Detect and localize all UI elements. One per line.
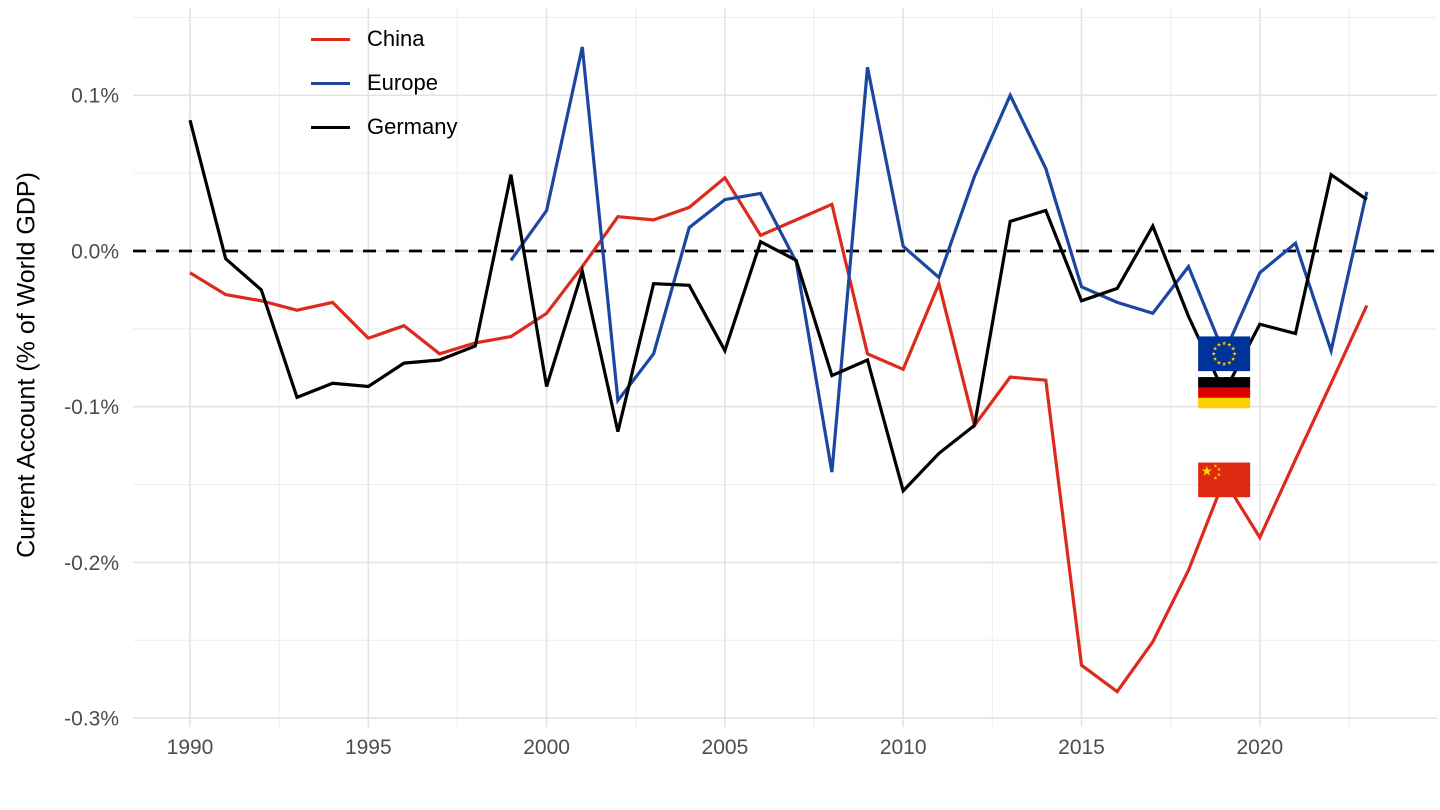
y-tick-label: 0.1% <box>71 85 119 108</box>
y-axis-tick-labels: 0.1% 0.0% -0.1% -0.2% -0.3% <box>64 85 119 731</box>
germany-line-swatch-icon <box>311 125 350 129</box>
legend-item-germany: Germany <box>311 105 457 149</box>
x-tick-label: 2005 <box>702 736 749 759</box>
flag-marker-germany-flag <box>1198 377 1251 409</box>
legend-label-germany: Germany <box>367 114 458 139</box>
x-axis-tick-labels: 1990 1995 2000 2005 2010 2015 2020 <box>167 736 1284 759</box>
legend: China Europe Germany <box>311 17 457 149</box>
x-tick-label: 1990 <box>167 736 214 759</box>
legend-item-china: China <box>311 17 457 61</box>
series-line-germany <box>188 119 1368 494</box>
series-line-china <box>189 175 1369 694</box>
legend-label-china: China <box>367 26 425 51</box>
legend-label-europe: Europe <box>367 70 438 95</box>
x-tick-label: 2000 <box>523 736 570 759</box>
flag-marker-eu-flag <box>1198 336 1251 372</box>
series-line-europe <box>509 46 1369 473</box>
china-flag-icon <box>1198 462 1251 498</box>
china-line-swatch-icon <box>311 37 350 41</box>
flag-marker-china-flag <box>1198 462 1251 498</box>
x-tick-label: 2020 <box>1236 736 1283 759</box>
x-tick-label: 2015 <box>1058 736 1105 759</box>
y-tick-label: -0.3% <box>64 707 119 730</box>
europe-line-swatch-icon <box>311 81 350 85</box>
y-tick-label: 0.0% <box>71 240 119 263</box>
germany-flag-icon <box>1198 377 1251 388</box>
y-axis-title: Current Account (% of World GDP) <box>12 172 41 558</box>
x-tick-label: 2010 <box>880 736 927 759</box>
x-tick-label: 1995 <box>345 736 392 759</box>
y-tick-label: -0.1% <box>64 396 119 419</box>
legend-item-europe: Europe <box>311 61 457 105</box>
minor-gridlines <box>133 8 1437 727</box>
y-tick-label: -0.2% <box>64 552 119 575</box>
